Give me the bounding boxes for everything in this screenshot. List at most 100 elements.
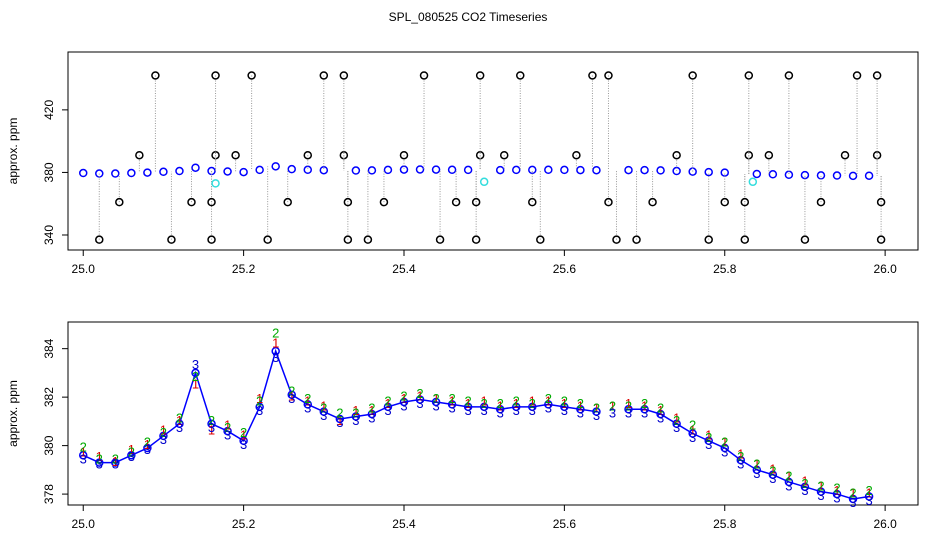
point-symbol: 2 (288, 384, 295, 399)
point (191, 163, 200, 172)
point (720, 168, 729, 177)
point (447, 165, 457, 175)
point-symbol: 2 (448, 391, 455, 406)
point-symbol: 1 (769, 461, 776, 476)
point-symbol: 1 (817, 478, 824, 493)
point (800, 482, 810, 492)
point-symbol: 2 (256, 393, 263, 408)
point (351, 166, 361, 175)
point (379, 197, 389, 207)
point-symbol: 2 (721, 435, 728, 450)
point (255, 402, 264, 412)
y-axis-title: approx. ppm (6, 380, 20, 447)
point (335, 414, 345, 424)
point-symbol: 2 (609, 398, 616, 413)
point (475, 71, 485, 80)
point-symbol: 1 (320, 398, 327, 413)
point (720, 197, 729, 207)
point-symbol: 2 (769, 464, 776, 479)
point (399, 150, 409, 160)
point (175, 419, 184, 429)
point (111, 169, 120, 178)
point-symbol: 2 (224, 420, 231, 435)
point-symbol: 3 (144, 442, 151, 457)
point (191, 368, 200, 378)
point-symbol: 3 (817, 488, 824, 503)
point-symbol: 1 (448, 393, 455, 408)
point-symbol: 2 (833, 481, 840, 496)
point-symbol: 1 (497, 398, 504, 413)
point-symbol: 3 (865, 493, 872, 508)
point-symbol: 3 (256, 403, 263, 418)
point-symbol: 2 (593, 401, 600, 416)
point (528, 197, 537, 207)
point-symbol: 1 (737, 447, 744, 462)
point (255, 165, 264, 175)
point-symbol: 1 (849, 486, 856, 501)
point-symbol: 1 (545, 393, 552, 408)
point-symbol: 3 (192, 357, 199, 372)
point (740, 197, 750, 207)
point (287, 390, 296, 399)
x-tick-label: 25.8 (713, 262, 737, 276)
point (435, 235, 445, 244)
point (536, 235, 545, 244)
point (752, 169, 762, 179)
point (516, 71, 525, 80)
point (876, 197, 886, 207)
point (115, 197, 124, 207)
point (848, 494, 858, 504)
point-symbol: 1 (593, 401, 600, 416)
point (151, 71, 160, 80)
point (463, 165, 473, 175)
point (604, 197, 613, 207)
point-symbol: 3 (513, 403, 520, 418)
point-symbol: 3 (465, 403, 472, 418)
point-symbol: 2 (240, 425, 247, 440)
point (604, 71, 613, 80)
point-symbol: 1 (705, 427, 712, 442)
point-symbol: 2 (432, 391, 439, 406)
point-symbol: 1 (432, 391, 439, 406)
point (612, 235, 621, 244)
point-symbol: 3 (80, 452, 87, 467)
point (848, 171, 858, 181)
point (656, 409, 665, 419)
point-symbol: 1 (785, 469, 792, 484)
point (363, 235, 373, 244)
x-tick-label: 25.0 (72, 262, 96, 276)
point-symbol: 2 (689, 418, 696, 433)
point-symbol: 3 (176, 420, 183, 435)
point-symbol: 3 (705, 437, 712, 452)
point (688, 429, 697, 438)
point-symbol: 2 (208, 413, 215, 428)
point (864, 492, 874, 501)
point (471, 197, 481, 207)
point-symbol: 1 (288, 389, 295, 404)
point (159, 167, 168, 177)
point (343, 235, 353, 244)
point (415, 395, 425, 404)
point (832, 171, 842, 180)
point (624, 165, 633, 175)
point (640, 165, 649, 175)
point-symbol: 3 (833, 490, 840, 505)
point (784, 71, 794, 80)
point (175, 166, 184, 176)
point-symbol: 2 (465, 393, 472, 408)
point (319, 71, 329, 80)
point-symbol: 3 (753, 466, 760, 481)
point-symbol: 1 (272, 335, 279, 350)
x-tick-label: 25.0 (72, 517, 96, 531)
point-symbol: 3 (609, 406, 616, 421)
point (736, 455, 746, 465)
point-symbol: 3 (384, 403, 391, 418)
point (752, 465, 762, 475)
point (127, 451, 136, 460)
point (211, 71, 220, 80)
point (576, 405, 585, 414)
point-symbol: 2 (481, 396, 488, 411)
point (864, 171, 874, 180)
point (399, 397, 409, 407)
point (672, 150, 681, 160)
